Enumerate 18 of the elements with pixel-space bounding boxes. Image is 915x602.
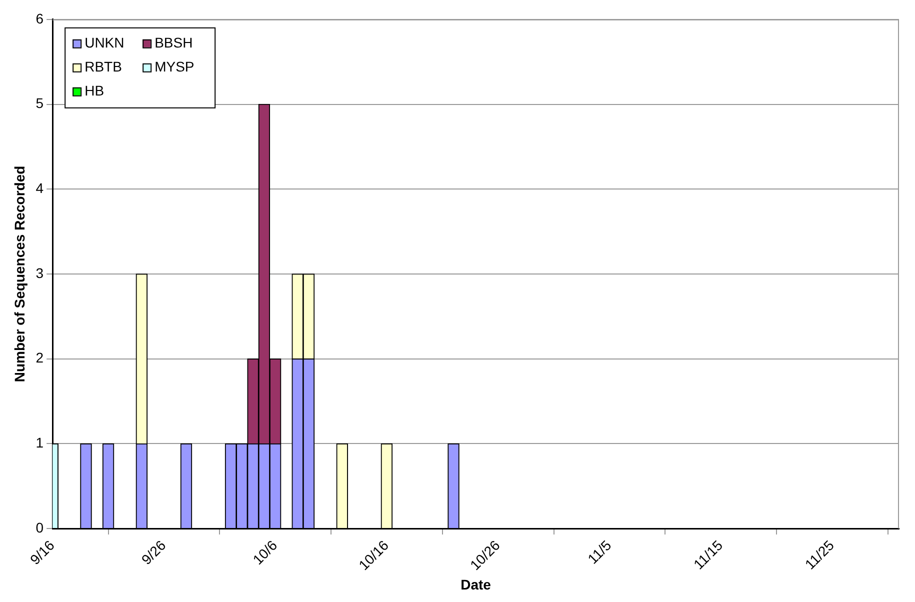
y-tick-label: 4: [36, 180, 44, 196]
x-tick-label: 9/16: [26, 536, 58, 568]
y-tick-label: 3: [36, 264, 44, 281]
y-tick-label: 5: [36, 95, 44, 112]
legend-label: RBTB: [84, 58, 122, 74]
legend-label: BBSH: [154, 34, 193, 50]
legend-label: UNKN: [84, 34, 124, 50]
y-tick-label: 0: [36, 519, 44, 536]
y-tick-label: 1: [36, 434, 44, 451]
y-axis-title: Number of Sequences Recorded: [11, 166, 28, 382]
x-axis-title: Date: [460, 576, 492, 592]
legend-label: MYSP: [154, 58, 194, 74]
x-tick-label: 9/26: [138, 536, 169, 568]
legend-label: HB: [84, 82, 104, 98]
y-tick-label: 6: [36, 10, 44, 26]
y-tick-label: 2: [36, 350, 44, 366]
x-tick-label: 10/6: [250, 536, 280, 568]
x-tick-label: 11/5: [584, 536, 614, 567]
